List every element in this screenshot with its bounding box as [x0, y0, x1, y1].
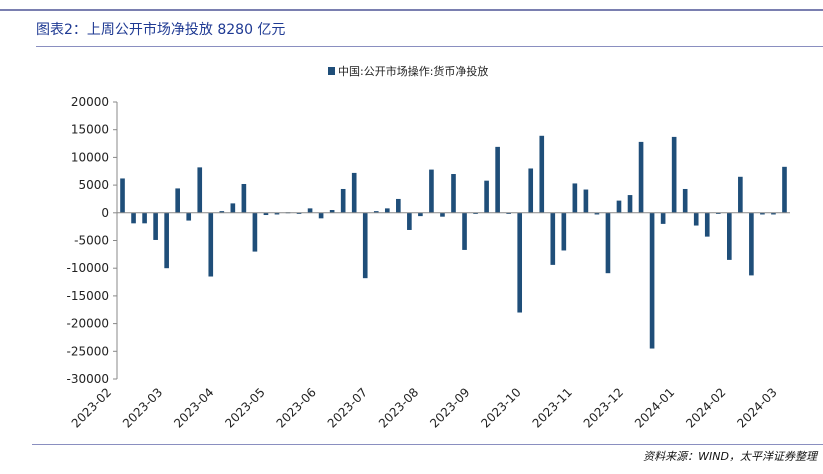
bar — [495, 146, 500, 213]
y-tick-label: -20000 — [66, 317, 109, 331]
x-tick-label: 2023-07 — [325, 385, 370, 430]
x-tick-label: 2023-03 — [120, 385, 165, 430]
figure-title: 图表2：上周公开市场净投放 8280 亿元 — [36, 22, 286, 38]
y-tick-label: -5000 — [74, 234, 109, 248]
bar — [418, 212, 423, 217]
y-tick-label: 10000 — [71, 150, 109, 164]
bar — [296, 212, 302, 214]
bar — [727, 212, 732, 260]
y-tick-label: 5000 — [78, 178, 109, 192]
bar — [484, 180, 489, 213]
y-tick-label: 20000 — [71, 95, 109, 109]
bar — [528, 168, 534, 213]
bar — [241, 183, 247, 213]
bar — [407, 212, 412, 230]
bar — [373, 211, 379, 213]
legend-label: 中国:公开市场操作:货币净投放 — [338, 64, 488, 78]
bar — [153, 212, 158, 240]
bar — [594, 212, 600, 215]
bar — [539, 135, 545, 213]
bar — [627, 195, 633, 213]
x-tick-label: 2023-06 — [274, 385, 319, 430]
bar — [197, 167, 203, 213]
bar — [605, 212, 611, 274]
y-tick-label: 15000 — [71, 123, 109, 137]
bar — [164, 212, 169, 269]
bar — [738, 176, 743, 213]
bar — [760, 212, 765, 215]
bar — [307, 208, 313, 213]
x-tick-label: 2023-11 — [530, 385, 575, 430]
y-axis: 20000 15000 10000 5000 0 -5000 -10000 -15000 -20… — [66, 95, 118, 386]
bar — [131, 212, 136, 224]
bar — [219, 211, 225, 213]
x-tick-label: 2023-12 — [581, 385, 626, 430]
bar — [782, 166, 787, 213]
x-tick-label: 2023-09 — [427, 385, 472, 430]
bar — [693, 212, 699, 226]
y-tick-label: 0 — [101, 206, 109, 220]
bar — [749, 212, 754, 276]
bar — [638, 141, 644, 213]
bar — [175, 188, 180, 213]
y-tick-label: -10000 — [66, 261, 109, 275]
bar — [208, 212, 214, 277]
x-tick-label: 2024-02 — [683, 385, 728, 430]
bar — [682, 188, 688, 213]
bar — [616, 200, 622, 213]
bar — [230, 203, 236, 213]
bar — [351, 172, 357, 213]
x-tick-label: 2023-05 — [222, 385, 267, 430]
bar-series — [120, 135, 787, 349]
bar — [252, 212, 258, 252]
bar — [572, 183, 578, 213]
bar — [517, 212, 523, 313]
x-tick-label: 2023-04 — [171, 385, 216, 430]
bar — [274, 212, 280, 215]
bar — [440, 212, 445, 217]
bar — [506, 212, 511, 214]
y-tick-label: -15000 — [66, 289, 109, 303]
source-note: 资料来源：WIND，太平洋证券整理 — [643, 450, 817, 463]
bar — [649, 212, 655, 349]
x-tick-label: 2023-10 — [478, 385, 523, 430]
legend-swatch — [328, 67, 335, 75]
bar — [318, 212, 324, 219]
x-axis: 2023-02 2023-03 2023-04 2023-05 2023-06 2023-… — [69, 212, 790, 431]
bar-chart: 中国:公开市场操作:货币净投放 20000 15000 10000 5000 0 -500… — [66, 64, 790, 431]
bar — [263, 212, 269, 216]
bar — [451, 174, 456, 213]
y-tick-label: -30000 — [66, 372, 109, 386]
x-tick-label: 2024-01 — [632, 385, 677, 430]
x-tick-label: 2023-02 — [69, 385, 114, 430]
bar — [429, 169, 434, 213]
chart-legend: 中国:公开市场操作:货币净投放 — [328, 64, 488, 78]
bar — [561, 212, 567, 251]
bar — [715, 212, 721, 214]
bar — [396, 198, 401, 213]
bar — [120, 178, 125, 213]
bar — [583, 189, 589, 213]
y-tick-label: -25000 — [66, 344, 109, 358]
bar — [340, 188, 346, 213]
x-tick-label: 2024-03 — [734, 385, 779, 430]
top-rule — [0, 9, 823, 11]
bar — [550, 212, 556, 265]
bar — [329, 210, 335, 213]
bar — [384, 208, 390, 213]
bar — [671, 136, 677, 213]
bar — [142, 212, 147, 224]
bar — [473, 212, 478, 214]
footer-rule — [32, 444, 823, 445]
bar — [462, 212, 467, 250]
bar — [362, 212, 368, 279]
title-underline — [36, 46, 823, 47]
bar — [704, 212, 710, 237]
x-tick-label: 2023-08 — [376, 385, 421, 430]
bar — [771, 212, 776, 215]
bar — [186, 212, 192, 221]
bar — [660, 212, 666, 224]
